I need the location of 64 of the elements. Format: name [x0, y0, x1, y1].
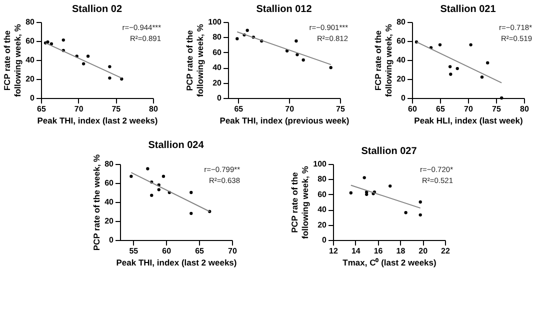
- x-tick-label: 55: [129, 246, 139, 256]
- x-tick-label: 65: [37, 104, 46, 114]
- y-tick-label: 60: [318, 190, 328, 199]
- y-tick-label: 20: [104, 216, 114, 226]
- x-axis-title: Peak THI, index (last 2 weeks): [37, 116, 158, 126]
- y-tick-label: 100: [208, 18, 222, 26]
- y-tick-label: 40: [396, 56, 406, 64]
- y-tick-label: 60: [212, 48, 222, 57]
- y-tick-label: 40: [26, 56, 36, 64]
- y-tick-label: 40: [104, 198, 114, 206]
- y-tick-label: 60: [26, 36, 36, 46]
- chart-title: Stallion 012: [256, 4, 312, 15]
- y-tick-label: 80: [212, 32, 222, 42]
- x-tick-label: 65: [234, 104, 244, 114]
- y-tick-label: 40: [212, 63, 222, 72]
- chart-title: Stallion 024: [148, 140, 204, 151]
- y-tick-label: 0: [401, 94, 406, 102]
- y-tick-label: 20: [396, 74, 406, 84]
- x-axis-title: Peak HLI, index (last week): [414, 116, 523, 126]
- y-tick-label: 40: [318, 205, 328, 214]
- x-tick-label: 70: [285, 104, 295, 114]
- x-tick-label: 12: [329, 246, 338, 256]
- y-tick-label: 60: [396, 36, 406, 46]
- y-tick-label: 80: [26, 18, 36, 26]
- y-tick-label: 20: [318, 220, 328, 230]
- y-tick-label: 0: [109, 236, 114, 244]
- x-tick-label: 18: [396, 246, 406, 256]
- x-tick-label: 65: [195, 246, 205, 256]
- y-tick-label: 0: [322, 236, 328, 244]
- y-tick-label: 0: [30, 94, 36, 102]
- x-tick-label: 70: [228, 246, 238, 256]
- x-tick-label: 80: [149, 104, 158, 114]
- chart-title: Stallion 02: [72, 4, 122, 15]
- x-tick-label: 22: [441, 246, 450, 256]
- y-tick-label: 100: [313, 160, 328, 168]
- y-tick-label: 0: [217, 94, 222, 102]
- x-tick-label: 75: [336, 104, 346, 114]
- x-tick-label: 70: [464, 104, 474, 114]
- y-axis-title: PCP rate of the week, %: [92, 154, 102, 251]
- x-tick-label: 14: [351, 246, 361, 256]
- x-tick-label: 20: [418, 246, 428, 256]
- x-tick-label: 75: [492, 104, 502, 114]
- x-tick-label: 60: [162, 246, 172, 256]
- x-axis-title: Peak THI, index (last 2 weeks): [116, 258, 237, 268]
- x-tick-label: 75: [112, 104, 122, 114]
- x-axis-title: Peak THI, index (previous week): [220, 116, 350, 126]
- y-axis-title: PCP rate of the following week, %: [184, 24, 206, 97]
- y-tick-label: 20: [26, 74, 36, 84]
- y-tick-label: 80: [318, 174, 328, 184]
- y-tick-label: 60: [104, 178, 114, 188]
- y-axis-title: PCP rate of the following week, %: [290, 166, 310, 239]
- x-tick-label: 70: [74, 104, 84, 114]
- x-tick-label: 16: [374, 246, 384, 256]
- x-axis-title: Tmax, C⁰ (last 2 weeks): [342, 258, 437, 268]
- y-axis-title: FCP rate of the following week, %: [2, 24, 23, 97]
- chart-title: Stallion 027: [361, 146, 418, 157]
- y-tick-label: 80: [396, 18, 406, 26]
- y-tick-label: 20: [212, 78, 222, 88]
- x-tick-label: 65: [436, 104, 446, 114]
- y-axis-title: FCP rate of the following week, %: [373, 24, 394, 97]
- x-tick-label: 60: [408, 104, 418, 114]
- chart-title: Stallion 021: [440, 4, 496, 15]
- x-tick-label: 80: [520, 104, 530, 114]
- y-tick-label: 80: [104, 160, 114, 168]
